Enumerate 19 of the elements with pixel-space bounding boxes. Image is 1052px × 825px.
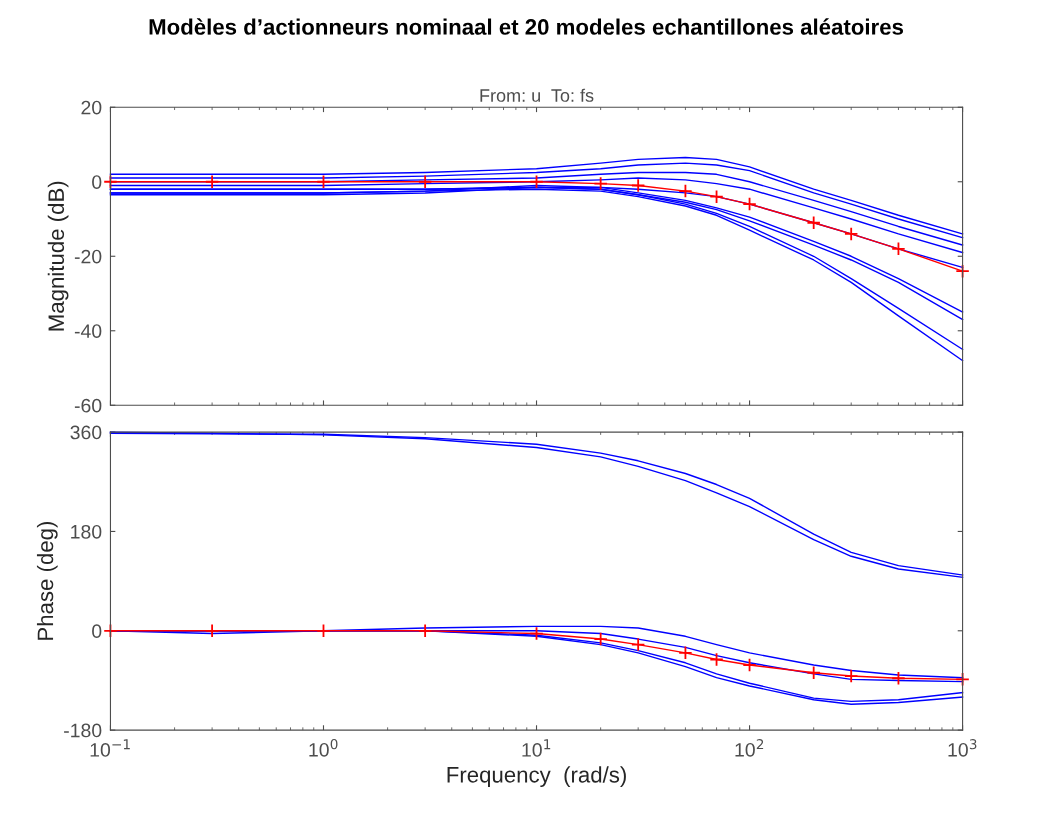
y-tick-label: 20: [81, 100, 102, 115]
y-tick-label: 0: [92, 624, 102, 639]
y-tick-label: -40: [74, 324, 102, 339]
x-tick-label: 10$^{−1}$: [90, 739, 130, 757]
chart-subtitle: From: u To: fs: [480, 88, 594, 102]
chart-title: Modèles d’actionneurs nominaal et 20 modeles echantillones aléatoires: [149, 18, 904, 35]
x-axis-title: Frequency (rad/s): [447, 766, 626, 788]
x-tick-label: 10$^{3}$: [948, 739, 977, 757]
y-axis-title: Magnitude (dB): [47, 181, 69, 331]
x-tick-label: 10$^{1}$: [522, 739, 551, 757]
y-tick-label: -180: [64, 723, 102, 738]
y-tick-label: -20: [74, 249, 102, 264]
x-tick-label: 10$^{2}$: [735, 739, 764, 757]
y-tick-label: -60: [74, 398, 102, 413]
y-axis-title: Phase (deg): [36, 521, 58, 640]
x-tick-label: 10$^{0}$: [309, 739, 338, 757]
y-tick-label: 180: [71, 524, 102, 539]
y-tick-label: 0: [92, 175, 102, 189]
y-tick-label: 360: [70, 425, 102, 440]
